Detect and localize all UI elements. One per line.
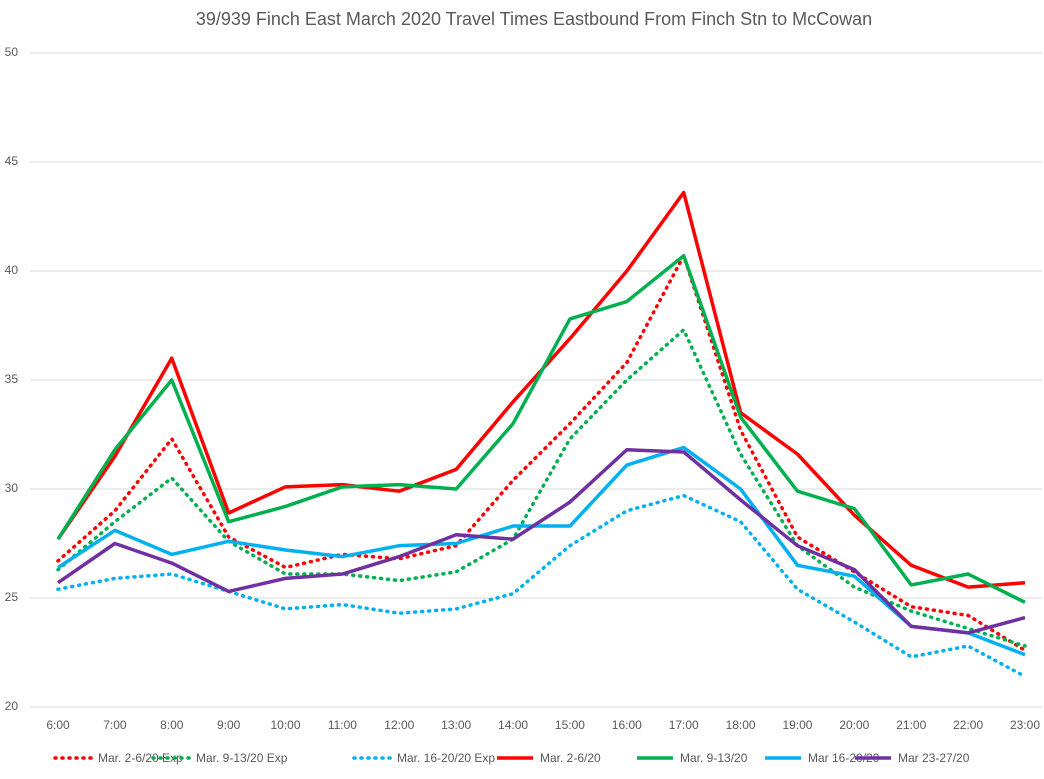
y-tick-label: 40 — [5, 263, 19, 277]
legend-label: Mar. 16-20/20 Exp — [397, 751, 495, 765]
x-tick-label: 11:00 — [328, 718, 357, 732]
legend-label: Mar 16-20/20 — [808, 751, 880, 765]
x-tick-label: 14:00 — [498, 718, 528, 732]
x-tick-label: 15:00 — [555, 718, 585, 732]
legend-label: Mar. 9-13/20 Exp — [196, 751, 288, 765]
x-tick-label: 9:00 — [217, 718, 241, 732]
y-tick-label: 35 — [5, 372, 19, 386]
legend-label: Mar. 2-6/20 — [540, 751, 601, 765]
series-line — [56, 326, 1027, 648]
x-tick-label: 10:00 — [271, 718, 301, 732]
y-tick-label: 50 — [5, 45, 19, 59]
x-tick-label: 16:00 — [612, 718, 642, 732]
series-line — [56, 251, 1027, 653]
series-line — [57, 448, 1026, 635]
x-tick-label: 18:00 — [726, 718, 756, 732]
y-tick-label: 20 — [5, 699, 19, 713]
series-line — [57, 445, 1026, 657]
legend-label: Mar. 2-6/20 Exp — [98, 751, 183, 765]
x-tick-label: 8:00 — [160, 718, 184, 732]
y-tick-label: 30 — [5, 481, 19, 495]
y-tick-label: 45 — [5, 154, 19, 168]
x-tick-label: 22:00 — [953, 718, 983, 732]
x-tick-label: 12:00 — [384, 718, 414, 732]
x-tick-label: 7:00 — [103, 718, 127, 732]
x-tick-label: 23:00 — [1010, 718, 1040, 732]
legend-label: Mar 23-27/20 — [898, 751, 970, 765]
series-line — [56, 190, 1026, 589]
x-tick-label: 20:00 — [839, 718, 869, 732]
x-tick-label: 17:00 — [669, 718, 699, 732]
legend-label: Mar. 9-13/20 — [680, 751, 748, 765]
x-tick-label: 19:00 — [782, 718, 812, 732]
x-tick-label: 6:00 — [46, 718, 70, 732]
x-tick-label: 21:00 — [896, 718, 926, 732]
chart-title: 39/939 Finch East March 2020 Travel Time… — [196, 9, 872, 29]
series-line — [56, 253, 1026, 604]
y-tick-label: 25 — [5, 590, 19, 604]
x-tick-label: 13:00 — [441, 718, 471, 732]
